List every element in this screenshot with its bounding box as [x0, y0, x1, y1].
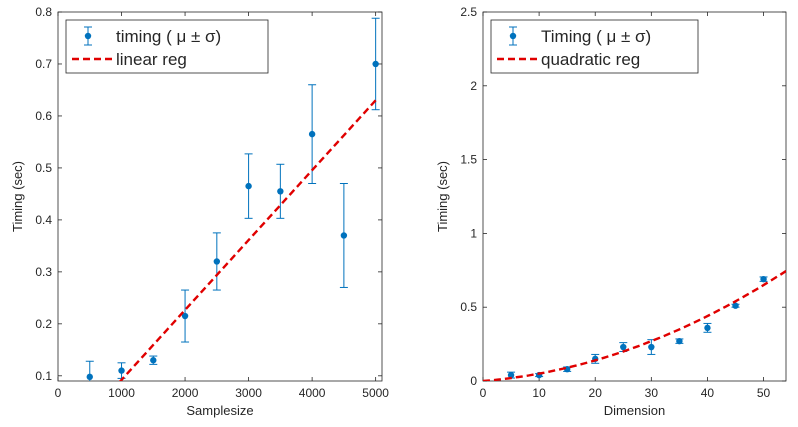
y-axis-label: Timing (sec) — [435, 161, 450, 232]
y-tick-label: 0.8 — [35, 5, 52, 19]
y-tick-label: 0.4 — [35, 213, 52, 227]
data-point — [760, 275, 767, 283]
chart-panel-1: 0 1000 2000 3000 4000 5000 0.1 0.2 0.3 0.4 0.5 0.6 0… — [10, 5, 389, 418]
y-tick-label: 0.5 — [460, 300, 477, 314]
data-point — [732, 302, 739, 309]
x-tick-label: 10 — [532, 386, 546, 400]
data-point — [308, 130, 316, 138]
x-tick-label: 0 — [55, 386, 62, 400]
regression-curve — [483, 269, 786, 381]
data-point — [340, 232, 348, 239]
data-point — [507, 371, 515, 379]
legend: Timing ( μ ± σ) quadratic reg — [490, 19, 699, 74]
legend-marker-point — [84, 32, 92, 40]
data-point — [676, 337, 683, 345]
x-tick-label: 2000 — [172, 386, 199, 400]
x-tick-label: 20 — [589, 386, 603, 400]
legend-label: quadratic reg — [541, 50, 640, 69]
data-point — [372, 60, 379, 68]
x-tick-label: 0 — [480, 386, 487, 400]
data-point — [704, 324, 711, 332]
legend-label: timing ( μ ± σ) — [116, 27, 221, 46]
x-tick-label: 1000 — [108, 386, 135, 400]
legend-label: linear reg — [116, 50, 187, 69]
data-point — [277, 188, 284, 195]
data-point — [86, 373, 93, 381]
x-tick-label: 3000 — [235, 386, 262, 400]
y-tick-label: 2.5 — [460, 5, 477, 19]
x-tick-label: 40 — [701, 386, 715, 400]
legend-marker-point — [509, 32, 517, 40]
x-tick-label: 50 — [757, 386, 771, 400]
y-tick-label: 0.5 — [35, 161, 52, 175]
y-tick-label: 0.6 — [35, 109, 52, 123]
data-layer — [483, 269, 786, 381]
y-tick-label: 0 — [470, 374, 477, 388]
y-tick-label: 0.3 — [35, 265, 52, 279]
data-point — [150, 357, 157, 364]
data-point — [181, 312, 189, 320]
y-tick-label: 1 — [470, 226, 477, 240]
data-point — [245, 182, 252, 190]
y-tick-label: 0.1 — [35, 369, 52, 383]
x-tick-label: 4000 — [299, 386, 326, 400]
data-layer — [85, 17, 380, 381]
y-tick-label: 1.5 — [460, 153, 477, 167]
regression-line — [118, 99, 377, 381]
y-tick-label: 0.7 — [35, 57, 52, 71]
axes-box — [482, 11, 787, 382]
legend-label: Timing ( μ ± σ) — [541, 27, 651, 46]
data-point — [118, 367, 125, 374]
x-tick-label: 5000 — [362, 386, 389, 400]
axes-box — [57, 11, 383, 382]
chart-panel-2: 0 10 20 30 40 50 0 0.5 1 1.5 2 2.5 Dimension Timing (… — [435, 5, 787, 418]
legend-box — [65, 19, 269, 74]
legend: timing ( μ ± σ) linear reg — [65, 19, 269, 74]
y-axis-label: Timing (sec) — [10, 161, 25, 232]
x-tick-label: 30 — [645, 386, 659, 400]
y-tick-label: 2 — [470, 79, 477, 93]
y-tick-label: 0.2 — [35, 317, 52, 331]
x-axis-label: Samplesize — [186, 403, 253, 418]
x-axis-label: Dimension — [604, 403, 665, 418]
data-point — [213, 258, 221, 265]
legend-box — [490, 19, 699, 74]
data-point — [648, 343, 655, 351]
data-point — [620, 343, 627, 351]
